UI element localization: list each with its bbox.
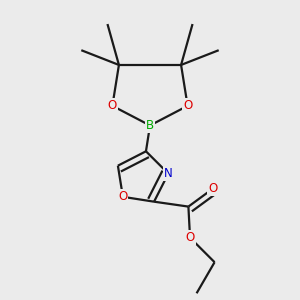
Text: O: O [118,190,128,203]
Text: O: O [108,99,117,112]
Text: O: O [185,231,195,244]
Text: N: N [164,167,173,180]
Text: O: O [183,99,192,112]
Text: O: O [208,182,218,195]
Text: B: B [146,119,154,132]
